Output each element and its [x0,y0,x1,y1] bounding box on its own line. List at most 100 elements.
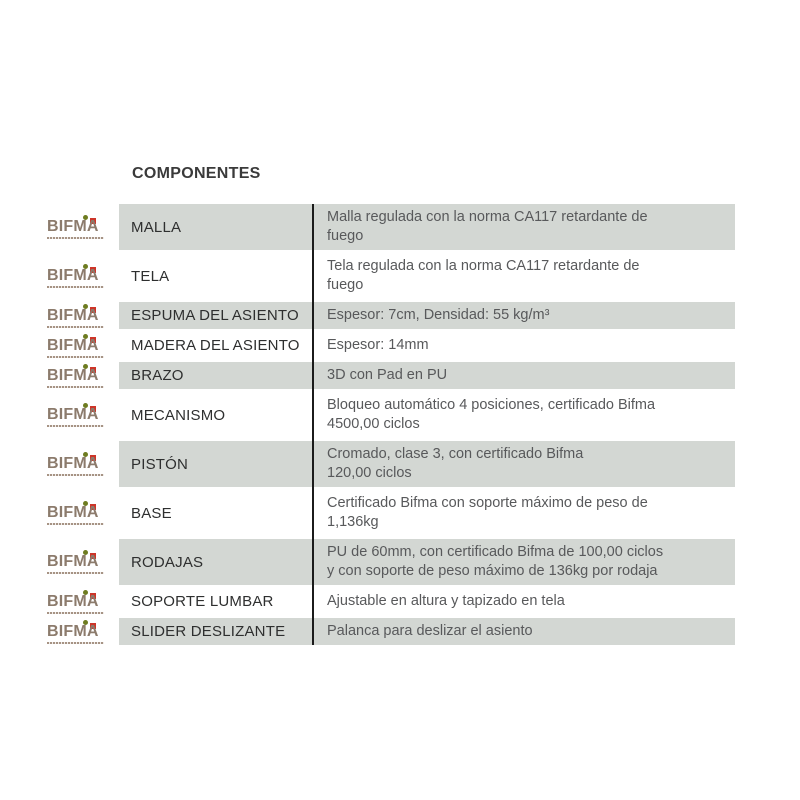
bifma-wordmark: BIFMA [47,267,99,284]
bifma-green-dot-icon [83,363,88,369]
component-name: SLIDER DESLIZANTE [119,618,312,645]
bifma-tagline [47,325,104,328]
bifma-wordmark: BIFMA [47,306,99,324]
component-name: MECANISMO [119,392,312,438]
component-description: Malla regulada con la norma CA117 retard… [312,204,735,250]
bifma-red-square-icon [90,218,96,224]
component-name: BRAZO [119,362,312,389]
table-row: BIFMA MALLA Malla regulada con la norma … [47,204,735,250]
bifma-logo-cell: BIFMA [47,539,119,585]
bifma-green-dot-icon [83,501,88,506]
bifma-logo: BIFMA [47,619,105,644]
bifma-red-square-icon [90,267,96,273]
bifma-wordmark: BIFMA [47,366,99,384]
bifma-red-square-icon [90,455,96,461]
bifma-wordmark: BIFMA [47,406,99,423]
component-description: Espesor: 7cm, Densidad: 55 kg/m³ [312,302,735,329]
bifma-tagline [47,286,104,288]
bifma-logo-cell: BIFMA [47,302,119,329]
table-row: BIFMA MECANISMO Bloqueo automático 4 pos… [47,392,735,438]
table-row: BIFMA RODAJAS PU de 60mm, con certificad… [47,539,735,585]
bifma-logo: BIFMA [47,501,105,525]
bifma-logo: BIFMA [47,215,105,239]
table-row: BIFMA PISTÓN Cromado, clase 3, con certi… [47,441,735,487]
bifma-logo: BIFMA [47,589,105,614]
bifma-logo-cell: BIFMA [47,392,119,438]
table-row: BIFMA MADERA DEL ASIENTO Espesor: 14mm [47,332,735,359]
table-row: BIFMA BRAZO 3D con Pad en PU [47,362,735,389]
bifma-tagline [47,641,104,644]
bifma-logo-cell: BIFMA [47,441,119,487]
component-description: Espesor: 14mm [312,332,735,359]
table-row: BIFMA TELA Tela regulada con la norma CA… [47,253,735,299]
bifma-red-square-icon [90,306,96,313]
page-title: COMPONENTES [132,165,261,182]
component-name: TELA [119,253,312,299]
bifma-red-square-icon [90,592,96,599]
component-description: Bloqueo automático 4 posiciones, certifi… [312,392,735,438]
bifma-red-square-icon [90,622,96,629]
bifma-tagline [47,425,104,427]
bifma-wordmark: BIFMA [47,504,99,521]
bifma-tagline [47,572,104,574]
bifma-tagline [47,611,104,614]
bifma-red-square-icon [90,504,96,510]
bifma-logo-cell: BIFMA [47,332,119,359]
bifma-red-square-icon [90,406,96,412]
bifma-tagline [47,355,104,358]
bifma-tagline [47,237,104,239]
bifma-red-square-icon [90,336,96,343]
bifma-wordmark: BIFMA [47,336,99,354]
component-name: BASE [119,490,312,536]
bifma-logo-cell: BIFMA [47,253,119,299]
bifma-red-square-icon [90,366,96,373]
bifma-logo: BIFMA [47,264,105,288]
bifma-green-dot-icon [83,619,88,625]
bifma-wordmark: BIFMA [47,218,99,235]
bifma-green-dot-icon [83,215,88,220]
components-table: BIFMA MALLA Malla regulada con la norma … [47,204,735,648]
table-row: BIFMA ESPUMA DEL ASIENTO Espesor: 7cm, D… [47,302,735,329]
bifma-wordmark: BIFMA [47,553,99,570]
bifma-green-dot-icon [83,264,88,269]
bifma-green-dot-icon [83,333,88,339]
bifma-green-dot-icon [83,303,88,309]
bifma-tagline [47,523,104,525]
bifma-logo: BIFMA [47,363,105,388]
bifma-tagline [47,385,104,388]
bifma-logo: BIFMA [47,303,105,328]
table-row: BIFMA BASE Certificado Bifma con soporte… [47,490,735,536]
bifma-logo: BIFMA [47,550,105,574]
bifma-logo: BIFMA [47,452,105,476]
bifma-logo: BIFMA [47,333,105,358]
bifma-green-dot-icon [83,403,88,408]
bifma-green-dot-icon [83,589,88,595]
column-divider-line [312,204,314,645]
table-row: BIFMA SLIDER DESLIZANTE Palanca para des… [47,618,735,645]
component-description: Certificado Bifma con soporte máximo de … [312,490,735,536]
component-name: ESPUMA DEL ASIENTO [119,302,312,329]
component-description: Palanca para deslizar el asiento [312,618,735,645]
component-description: Ajustable en altura y tapizado en tela [312,588,735,615]
bifma-green-dot-icon [83,550,88,555]
bifma-logo-cell: BIFMA [47,362,119,389]
bifma-logo-cell: BIFMA [47,618,119,645]
bifma-wordmark: BIFMA [47,622,99,640]
bifma-wordmark: BIFMA [47,592,99,610]
bifma-wordmark: BIFMA [47,455,99,472]
component-name: PISTÓN [119,441,312,487]
component-name: MALLA [119,204,312,250]
bifma-tagline [47,474,104,476]
component-description: Tela regulada con la norma CA117 retarda… [312,253,735,299]
bifma-logo-cell: BIFMA [47,588,119,615]
bifma-logo-cell: BIFMA [47,204,119,250]
bifma-logo-cell: BIFMA [47,490,119,536]
table-row: BIFMA SOPORTE LUMBAR Ajustable en altura… [47,588,735,615]
bifma-green-dot-icon [83,452,88,457]
component-name: RODAJAS [119,539,312,585]
component-name: SOPORTE LUMBAR [119,588,312,615]
component-description: 3D con Pad en PU [312,362,735,389]
bifma-red-square-icon [90,553,96,559]
component-description: Cromado, clase 3, con certificado Bifma … [312,441,735,487]
